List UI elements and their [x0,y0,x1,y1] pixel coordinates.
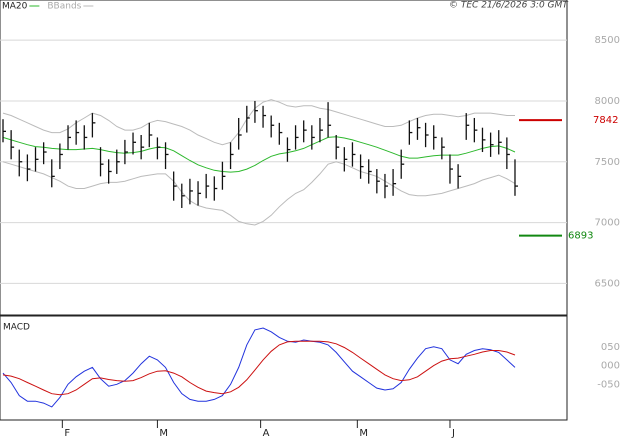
macd-title: MACD [3,323,30,333]
legend-label: BBands [47,2,81,12]
y-tick-label: 050 [601,342,620,353]
macd-line [2,327,516,408]
y-tick-label: 7000 [595,218,620,229]
y-tick-label: 000 [601,361,620,372]
x-tick-label: A [263,428,270,439]
y-tick-label: 8500 [595,35,620,46]
annotation: © TEC 21/6/2026 3:0 GMT [449,1,569,11]
x-tick-label: M [159,428,168,439]
y-tick-label: 7500 [595,157,620,168]
level-label: 6893 [568,231,593,242]
ma20-line [2,136,516,173]
level-label: 7842 [593,115,618,126]
y-tick-label: 6500 [595,278,620,289]
macd-line [2,340,516,396]
x-tick-label: M [359,428,368,439]
legend-label: MA20 [2,2,28,12]
price-panel [0,0,568,316]
macd-panel [0,315,568,421]
x-tick-label: J [451,428,455,439]
y-tick-label: 8000 [595,96,620,107]
bband-upper [2,99,515,146]
bband-lower [2,161,516,226]
y-tick-label: -050 [597,379,620,390]
x-tick-label: F [64,428,70,439]
